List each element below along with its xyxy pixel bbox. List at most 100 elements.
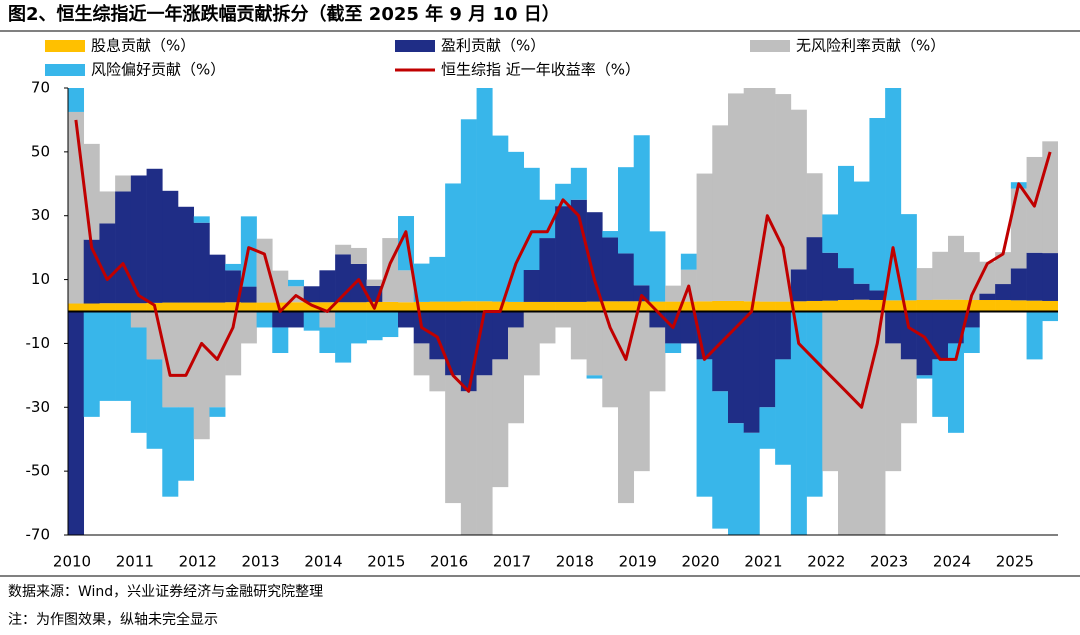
bar-segment — [476, 375, 493, 535]
bar-segment — [523, 301, 540, 312]
bar-segment — [539, 311, 556, 344]
legend-label: 无风险利率贡献（%） — [796, 37, 945, 55]
bar-segment — [555, 301, 572, 312]
bar-segment — [838, 300, 855, 312]
bar-segment — [209, 254, 226, 303]
bar-segment — [696, 173, 713, 302]
bar-segment — [1042, 141, 1058, 254]
bar-segment — [853, 311, 870, 535]
bar-segment — [979, 293, 996, 301]
bar-segment — [728, 93, 745, 301]
bar-segment — [319, 302, 336, 312]
x-tick-label: 2022 — [807, 553, 845, 571]
y-tick-label: 70 — [31, 79, 50, 97]
bar-segment — [460, 119, 477, 302]
bar-segment — [885, 88, 902, 301]
bar-segment — [618, 311, 635, 504]
bar-segment — [225, 270, 242, 303]
bar-segment — [350, 311, 367, 344]
bar-segment — [822, 311, 839, 472]
bar-segment — [1042, 311, 1058, 322]
bar-segment — [256, 302, 273, 312]
axes: -70 -50 -30 -10 10 30 50 70 2010 2011 2012 2013 2014… — [26, 79, 1058, 571]
bar-segment — [413, 263, 430, 302]
bar-segment — [445, 183, 462, 302]
bar-segment — [806, 311, 823, 497]
bar-segment — [366, 311, 383, 341]
y-tick-label: 30 — [31, 206, 50, 224]
bar-segment — [932, 359, 949, 417]
legend-label: 恒生综指 近一年收益率（%） — [441, 61, 640, 79]
bar-segment — [618, 167, 635, 254]
bar-segment — [225, 302, 242, 312]
x-tick-label: 2011 — [116, 553, 154, 571]
bar-segment — [712, 125, 729, 301]
x-tick-label: 2012 — [179, 553, 217, 571]
bar-segment — [209, 407, 226, 417]
bar-segment — [335, 302, 352, 312]
bar-segment — [822, 300, 839, 312]
bar-segment — [99, 303, 116, 312]
bar-segment — [445, 311, 462, 376]
bar-segment — [460, 391, 477, 535]
bar-segment — [460, 311, 477, 392]
bar-segment — [115, 303, 132, 312]
bar-segment — [99, 191, 116, 224]
bar-segment — [508, 301, 525, 312]
bar-segment — [775, 94, 792, 302]
bar-segment — [979, 300, 996, 312]
bar-segment — [759, 407, 776, 449]
bar-segment — [130, 303, 147, 312]
bar-segment — [319, 270, 336, 303]
bar-segment — [853, 283, 870, 300]
bar-segment — [413, 343, 430, 376]
bar-segment — [869, 290, 886, 301]
bar-segment — [555, 183, 572, 207]
bar-segment — [492, 135, 509, 302]
bar-segment — [83, 303, 100, 312]
bar-segment — [99, 311, 116, 401]
bar-segment — [162, 190, 179, 303]
bar-segment — [225, 311, 242, 376]
x-tick-label: 2016 — [430, 553, 468, 571]
bar-segment — [712, 311, 729, 392]
bar-segment — [900, 214, 917, 301]
x-tick-label: 2024 — [933, 553, 971, 571]
bar-segment — [743, 432, 760, 535]
bar-segment — [665, 343, 682, 354]
bar-segment — [900, 300, 917, 312]
bar-segment — [885, 343, 902, 472]
bar-segment — [508, 151, 525, 302]
bar-segment — [523, 269, 540, 302]
bar-segment — [680, 301, 697, 312]
legend-swatch — [750, 40, 790, 52]
bar-segment — [555, 206, 572, 302]
bar-segment — [885, 311, 902, 344]
bar-segment — [869, 300, 886, 312]
bar-segment — [743, 311, 760, 433]
bar-segment — [759, 301, 776, 312]
plot-area — [68, 88, 1058, 535]
x-tick-label: 2025 — [996, 553, 1034, 571]
y-tick-label: -10 — [26, 334, 51, 352]
bar-segment — [900, 311, 917, 360]
bar-segment — [225, 263, 242, 271]
bar-segment — [885, 300, 902, 312]
x-tick-label: 2018 — [556, 553, 594, 571]
bar-segment — [602, 301, 619, 312]
bar-segment — [288, 302, 305, 312]
bar-segment — [193, 302, 210, 312]
bar-segment — [743, 88, 760, 302]
bar-segment — [712, 391, 729, 529]
bar-segment — [130, 175, 147, 304]
bar-segment — [916, 300, 933, 312]
bar-segment — [586, 301, 603, 312]
bar-segment — [523, 167, 540, 270]
bar-segment — [445, 301, 462, 312]
bar-segment — [963, 327, 980, 354]
bar-segment — [680, 253, 697, 270]
bar-segment — [382, 238, 399, 302]
legend-swatch — [45, 64, 85, 76]
chart-title: 图2、恒生综指近一年涨跌幅贡献拆分（截至 2025 年 9 月 10 日） — [8, 3, 560, 25]
bar-segment — [649, 327, 666, 392]
